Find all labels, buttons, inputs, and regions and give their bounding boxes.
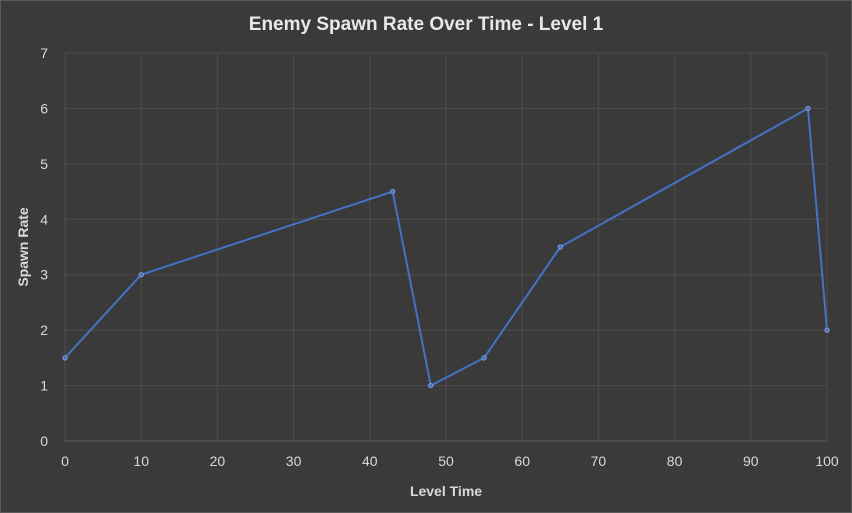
data-point bbox=[481, 355, 487, 361]
x-tick-label: 50 bbox=[438, 453, 454, 469]
series-group bbox=[62, 105, 830, 389]
data-point bbox=[138, 272, 144, 278]
data-point bbox=[428, 382, 434, 389]
y-tick-label: 2 bbox=[40, 322, 48, 338]
x-tick-label: 0 bbox=[61, 453, 69, 469]
x-tick-label: 40 bbox=[362, 453, 378, 469]
chart-title: Enemy Spawn Rate Over Time - Level 1 bbox=[249, 14, 604, 35]
data-point bbox=[390, 188, 396, 195]
x-axis-label: Level Time bbox=[410, 483, 482, 499]
data-point bbox=[824, 327, 830, 333]
x-tick-label: 100 bbox=[815, 453, 839, 469]
data-point bbox=[62, 355, 68, 361]
x-tick-label: 90 bbox=[743, 453, 759, 469]
data-point bbox=[557, 244, 563, 250]
y-tick-label: 0 bbox=[40, 433, 48, 449]
x-tick-label: 10 bbox=[133, 453, 149, 469]
y-tick-label: 1 bbox=[40, 378, 48, 394]
y-axis-label: Spawn Rate bbox=[15, 207, 31, 287]
y-tick-label: 6 bbox=[40, 100, 48, 116]
y-tick-label: 7 bbox=[40, 45, 48, 61]
y-tick-labels: 0 1 2 3 4 5 6 7 bbox=[40, 45, 48, 449]
y-tick-label: 3 bbox=[40, 267, 48, 283]
y-tick-label: 4 bbox=[40, 211, 48, 227]
x-tick-labels: 0 10 20 30 40 50 60 70 80 90 100 bbox=[61, 453, 839, 469]
x-tick-label: 20 bbox=[210, 453, 226, 469]
x-tick-label: 30 bbox=[286, 453, 302, 469]
y-tick-label: 5 bbox=[40, 156, 48, 172]
x-tick-label: 60 bbox=[514, 453, 530, 469]
x-tick-label: 70 bbox=[591, 453, 607, 469]
data-point bbox=[805, 105, 811, 112]
series-line bbox=[64, 107, 828, 387]
gridlines bbox=[64, 52, 828, 441]
x-tick-label: 80 bbox=[667, 453, 683, 469]
